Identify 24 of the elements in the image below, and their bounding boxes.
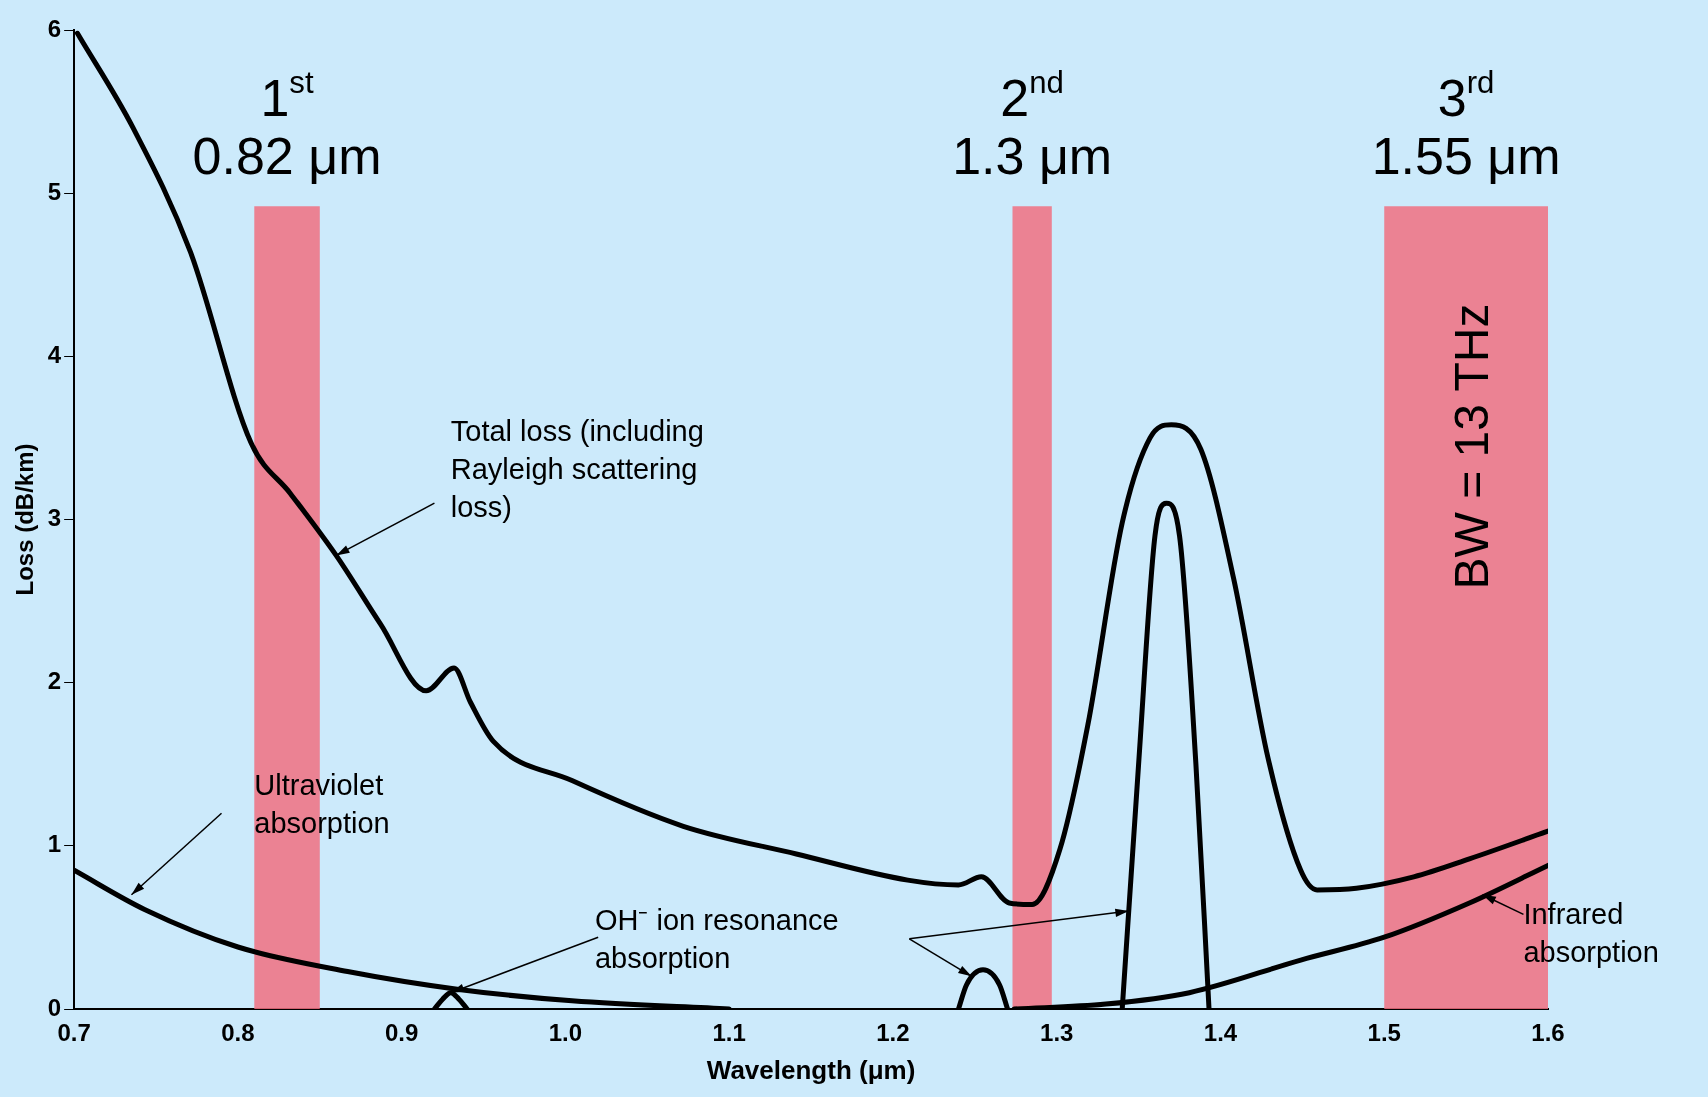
x-tick-label: 1.4 [1203, 1019, 1238, 1047]
y-tick-label: 4 [47, 340, 62, 368]
x-tick-label: 1.0 [548, 1019, 583, 1047]
annotation: OH⁻ ion resonance absorption [594, 904, 839, 975]
x-tick-label: 1.6 [1531, 1019, 1565, 1047]
y-tick-label: 0 [47, 993, 62, 1021]
annotation: Total loss (including Rayleigh scattering loss) [450, 414, 704, 523]
y-tick-label: 1 [47, 830, 62, 858]
y-axis-title: Loss (dB/km) [11, 443, 39, 596]
x-axis-title: Wavelength (μm) [706, 1054, 916, 1085]
y-tick-label: 2 [47, 667, 62, 695]
x-tick-label: 1.2 [876, 1019, 910, 1047]
x-tick-label: 1.1 [712, 1019, 746, 1047]
x-tick-label: 1.3 [1040, 1019, 1074, 1047]
annotation: Ultraviolet absorption [254, 768, 390, 839]
annotation: BW = 13 THz [1444, 303, 1498, 590]
y-tick-label: 6 [47, 14, 62, 42]
x-tick-label: 1.5 [1367, 1019, 1401, 1047]
annotation: Infrared absorption [1523, 897, 1659, 968]
x-tick-label: 0.9 [384, 1019, 419, 1047]
y-tick-label: 3 [47, 504, 62, 532]
x-tick-label: 0.8 [221, 1019, 255, 1047]
x-tick-label: 0.7 [57, 1019, 91, 1047]
y-tick-label: 5 [47, 177, 62, 205]
